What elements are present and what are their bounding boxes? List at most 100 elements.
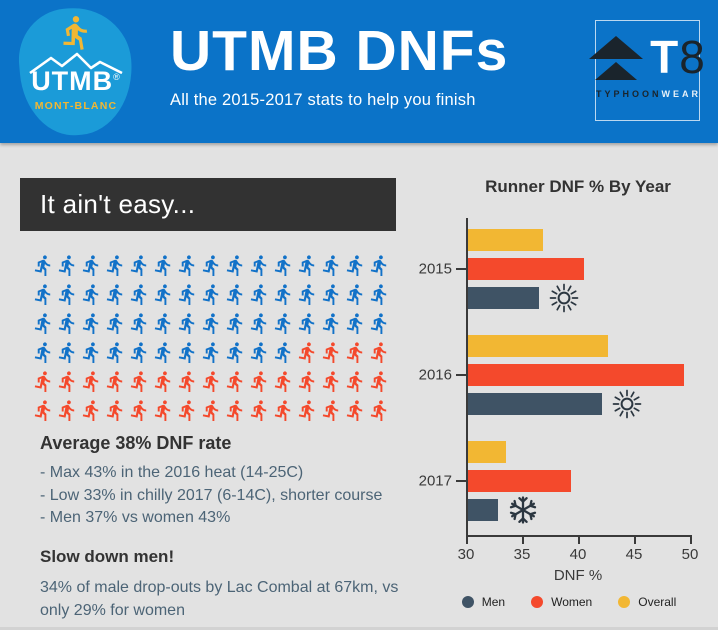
x-tick-40 [578,537,580,544]
runner-icon-finisher [79,280,103,309]
runner-icon-finisher [151,338,175,367]
callout-heading: Slow down men! [40,547,175,566]
runner-icon-dnf [295,367,319,396]
legend-label-men: Men [481,595,506,609]
sun-icon [548,282,580,314]
bar-2015-overall [468,229,544,251]
page-subtitle: All the 2015-2017 stats to help you fini… [170,90,476,109]
bar-row-2016-men [468,393,692,415]
runner-icon-dnf [295,338,319,367]
x-tick-label-45: 45 [625,546,643,563]
bar-row-2017-women [468,470,692,492]
runner-icon-finisher [55,280,79,309]
runner-icon-dnf [295,396,319,425]
runner-icon-finisher [343,309,367,338]
stat-bullet: - Max 43% in the 2016 heat (14-25C) [40,464,304,481]
runner-icon-dnf [367,396,391,425]
runner-icon-dnf [343,396,367,425]
runner-icon-dnf [127,367,151,396]
runner-icon-finisher [271,338,295,367]
t8-logo-row: T8 [589,34,705,80]
year-tick-2016 [456,374,468,376]
runner-icon-dnf [55,367,79,396]
callout-body: 34% of male drop-outs by Lac Combal at 6… [40,579,399,619]
bar-2017-overall [468,441,507,463]
runner-icon-dnf [199,367,223,396]
runner-icon-finisher [199,338,223,367]
runner-icon-finisher [367,309,391,338]
x-tick-label-35: 35 [513,546,531,563]
runner-icon-dnf [367,338,391,367]
runner-icon-finisher [175,338,199,367]
bar-2017-men [468,499,499,521]
runner-icon-dnf [343,367,367,396]
runner-icon-finisher [151,280,175,309]
legend-label-women: Women [551,595,593,609]
utmb-logo-runner-icon [54,11,98,55]
typhoonwear-wordmark: TYPHOONWEAR [596,89,702,99]
runner-pictogram-grid [31,251,395,425]
runner-icon-finisher [127,309,151,338]
runner-icon-dnf [175,367,199,396]
runner-icon-dnf [31,396,55,425]
runner-icon-finisher [343,280,367,309]
runner-icon-finisher [319,280,343,309]
t8-typhoonwear-logo: T8 TYPHOONWEAR [589,20,705,121]
runner-icon-dnf [199,396,223,425]
runner-icon-finisher [223,280,247,309]
runner-icon-finisher [103,309,127,338]
legend-item-women: Women [531,595,592,609]
utmb-logo-name: UTMB® [31,66,121,96]
runner-icon-dnf [103,396,127,425]
runner-icon-finisher [295,251,319,280]
t8-wordmark: T8 [650,31,706,84]
bar-2016-men [468,393,603,415]
bar-row-2017-overall [468,441,692,463]
callout-block: Slow down men! 34% of male drop-outs by … [40,547,410,622]
runner-icon-finisher [79,338,103,367]
year-tick-2015 [456,268,468,270]
runner-icon-finisher [127,251,151,280]
runner-icon-finisher [271,251,295,280]
runner-icon-dnf [319,396,343,425]
x-tick-50 [690,537,692,544]
runner-icon-finisher [343,251,367,280]
x-tick-45 [634,537,636,544]
runner-icon-finisher [103,338,127,367]
stats-bullet-list: - Max 43% in the 2016 heat (14-25C) - Low… [40,462,440,530]
bottom-shade [0,627,718,630]
x-axis-label: DNF % [553,567,603,584]
runner-icon-finisher [31,338,55,367]
runner-icon-finisher [103,280,127,309]
t8-triangle-large [589,36,644,59]
runner-icon-finisher [79,251,103,280]
runner-icon-dnf [103,367,127,396]
runner-icon-dnf [319,338,343,367]
runner-icon-dnf [247,367,271,396]
runner-icon-dnf [151,396,175,425]
runner-icon-finisher [223,251,247,280]
runner-icon-finisher [223,338,247,367]
runner-icon-dnf [31,367,55,396]
legend-label-overall: Overall [638,595,677,609]
x-tick-label-40: 40 [569,546,587,563]
runner-icon-finisher [247,280,271,309]
runner-icon-finisher [247,338,271,367]
bar-row-2015-overall [468,229,692,251]
runner-icon-dnf [223,396,247,425]
chart-title: Runner DNF % By Year [485,177,671,196]
bar-group-2017: 2017 [419,441,692,521]
bar-row-2017-men [468,499,692,521]
runner-icon-dnf [223,367,247,396]
runner-icon-finisher [319,251,343,280]
chart-legend: Men Women Overall [420,595,718,609]
runner-icon-finisher [199,280,223,309]
stat-bullet: - Men 37% vs women 43% [40,509,231,526]
runner-icon-finisher [55,309,79,338]
x-tick-35 [522,537,524,544]
runner-icon-finisher [319,309,343,338]
x-tick-30 [466,537,468,544]
runner-icon-finisher [247,251,271,280]
runner-icon-finisher [199,309,223,338]
runner-icon-finisher [247,309,271,338]
